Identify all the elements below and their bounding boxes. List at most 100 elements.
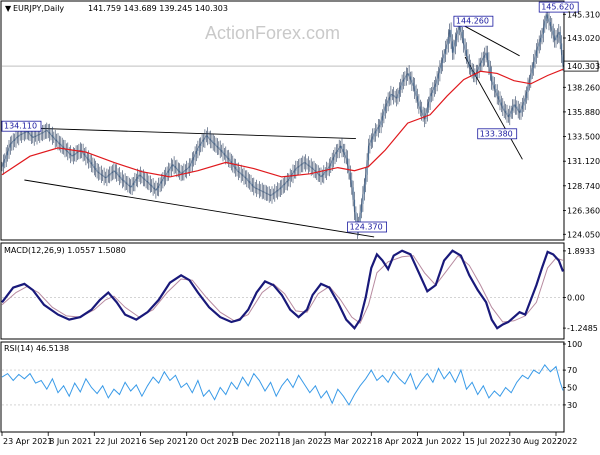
candle-body	[146, 180, 148, 183]
candle-body	[140, 174, 142, 176]
rsi-title: RSI(14) 46.5138	[4, 344, 69, 353]
candle-body	[558, 32, 560, 35]
candle-body	[110, 173, 112, 175]
candle-body	[258, 189, 260, 190]
candle-body	[516, 106, 518, 109]
candle-body	[323, 173, 325, 176]
level-label-box	[538, 1, 579, 13]
candle-body	[256, 187, 258, 189]
candle-body	[200, 143, 202, 146]
candle-body	[272, 193, 274, 195]
candle-body	[330, 163, 332, 167]
candle-body	[112, 171, 114, 174]
candle-body	[103, 175, 105, 177]
candle-body	[28, 131, 30, 133]
candle-body	[233, 165, 235, 167]
candle-body	[411, 79, 413, 83]
candle-body	[482, 57, 484, 61]
candle-body	[412, 82, 414, 86]
candle-body	[56, 139, 58, 141]
candle-body	[418, 101, 420, 107]
candle-body	[341, 145, 343, 149]
macd-y-axis: 1.8933 0.00 -1.2485	[563, 247, 598, 333]
candle-body	[226, 156, 228, 158]
candle-body	[270, 194, 272, 196]
candle-body	[337, 150, 339, 153]
candle-body	[237, 170, 239, 172]
candle-body	[384, 106, 386, 112]
candle-body	[89, 160, 91, 163]
candle-body	[177, 169, 179, 171]
macd-panel: MACD(12,26,9) 1.0557 1.5080 1.8933 0.00 -1…	[0, 242, 598, 340]
y-tick-label: 124.050	[567, 230, 600, 239]
candle-body	[556, 34, 558, 38]
candle-body	[464, 44, 466, 51]
candle-body	[324, 171, 326, 174]
candle-body	[173, 164, 175, 167]
candle-body	[439, 68, 441, 74]
candle-body	[253, 185, 255, 188]
candle-body	[225, 154, 227, 157]
macd-y-tick-label: 0.00	[567, 293, 585, 302]
candle-body	[21, 134, 23, 135]
candle-body	[5, 155, 7, 159]
candle-body	[370, 139, 372, 143]
candle-body	[42, 132, 44, 134]
candle-body	[328, 166, 330, 169]
y-tick-label: 145.310	[567, 10, 600, 19]
candle-body	[149, 183, 151, 185]
candle-body	[95, 167, 97, 170]
candle-body	[218, 147, 220, 149]
candle-body	[446, 44, 448, 50]
candle-body	[398, 90, 400, 95]
level-label-box	[1, 120, 42, 132]
candle-body	[54, 138, 56, 140]
candle-body	[507, 114, 509, 117]
candle-body	[274, 192, 276, 194]
price-close-line	[1, 12, 564, 231]
candle-body	[278, 189, 280, 191]
candle-body	[417, 96, 419, 102]
candle-body	[63, 146, 65, 148]
candle-body	[327, 168, 329, 170]
candle-body	[535, 50, 537, 57]
candle-body	[16, 136, 18, 139]
candle-body	[116, 172, 118, 174]
candle-body	[275, 191, 277, 193]
rsi-panel: RSI(14) 46.5138 100 70 50 30	[0, 340, 582, 433]
trendline	[1, 126, 356, 140]
candle-body	[380, 120, 382, 126]
candle-body	[137, 176, 139, 179]
level-label-box	[453, 15, 494, 27]
candle-body	[263, 191, 265, 193]
candle-body	[60, 143, 62, 146]
candle-body	[495, 88, 497, 93]
candle-body	[284, 183, 286, 186]
candle-body	[181, 172, 183, 174]
candle-body	[404, 77, 406, 80]
candle-body	[179, 170, 181, 173]
candle-body	[35, 136, 37, 137]
x-tick-label: 1 Jun 2022	[419, 437, 462, 446]
candle-body	[537, 46, 539, 51]
candle-body	[407, 73, 409, 76]
candle-body	[117, 173, 119, 176]
candle-body	[86, 156, 88, 159]
candle-body	[340, 145, 342, 148]
candle-body	[29, 132, 31, 135]
trendline	[24, 179, 375, 238]
candle-body	[176, 167, 178, 170]
candle-body	[4, 159, 6, 163]
candle-body	[186, 169, 188, 171]
candle-body	[250, 182, 252, 185]
candle-body	[347, 158, 349, 166]
candle-body	[204, 137, 206, 140]
candle-body	[229, 159, 231, 162]
price-y-axis: 124.050 126.360 128.740 131.120 133.500 135.8…	[563, 10, 600, 239]
macd-y-tick-label: 1.8933	[567, 247, 595, 256]
candle-body	[426, 107, 428, 114]
level-label: 124.370	[350, 223, 383, 232]
candle-body	[216, 145, 218, 148]
rsi-y-tick-label: 30	[567, 401, 577, 410]
